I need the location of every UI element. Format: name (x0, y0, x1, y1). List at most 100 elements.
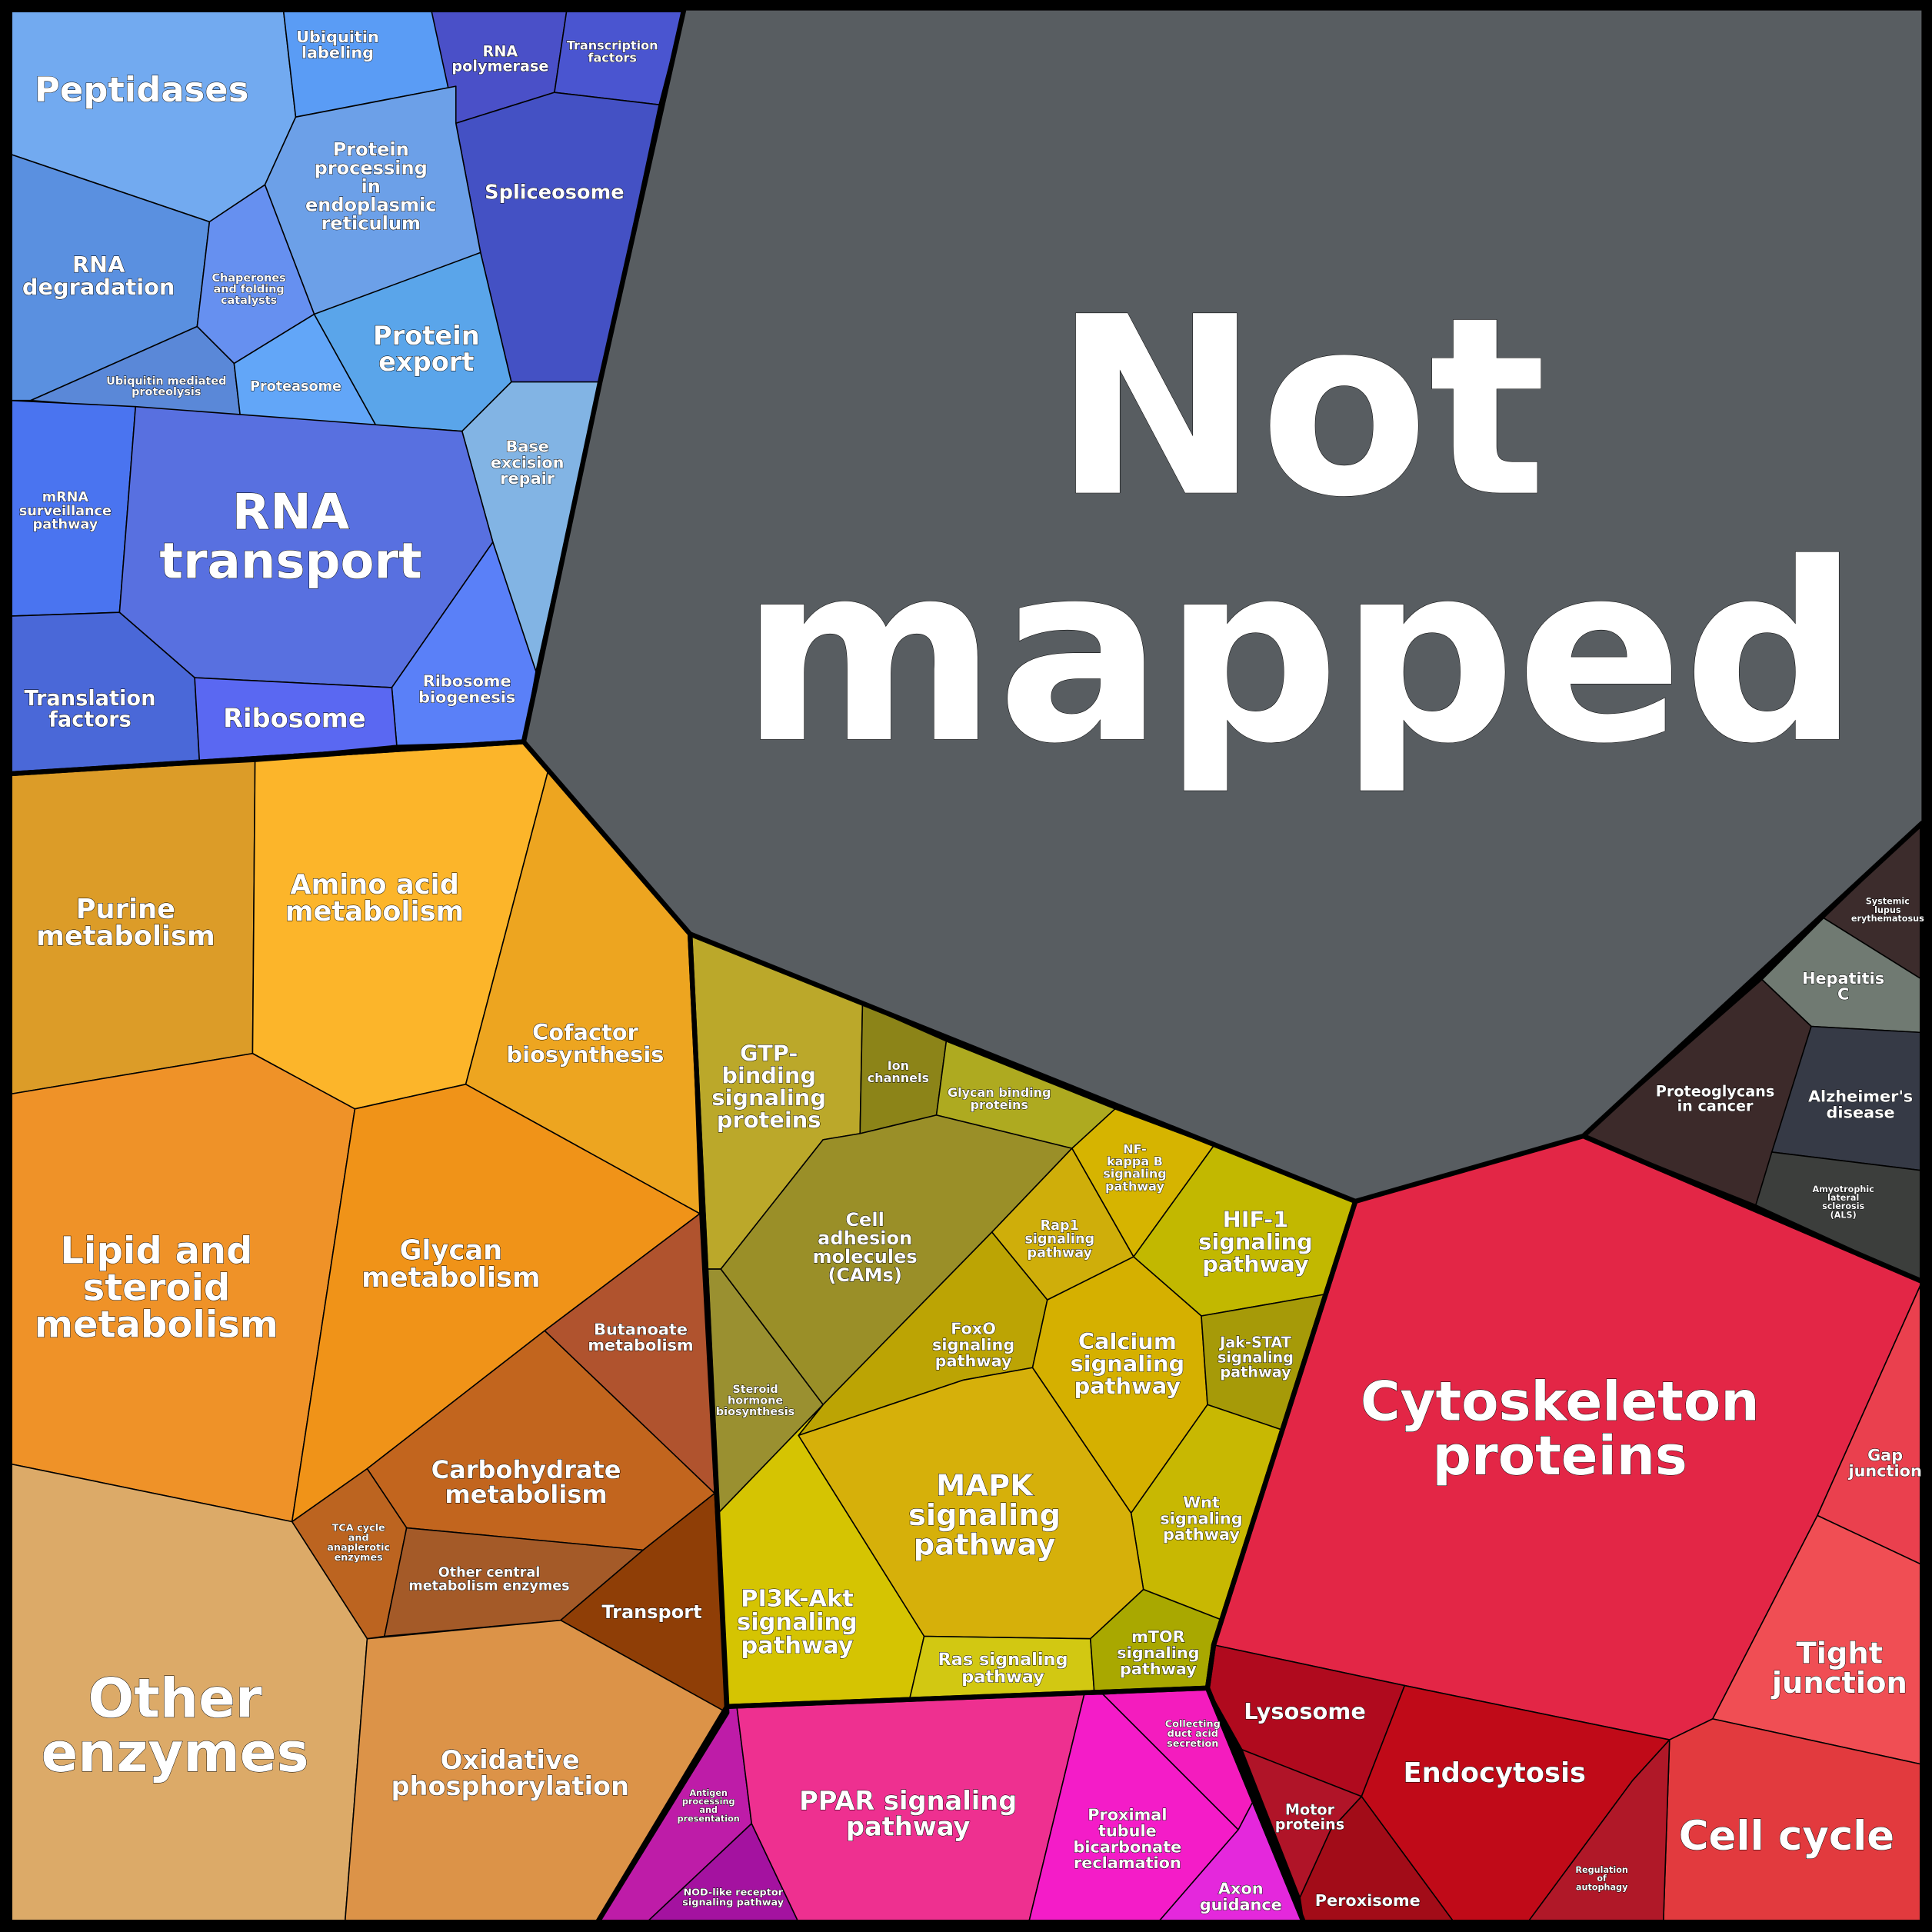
cell-label: TCA cycle and anaplerotic enzymes (327, 1522, 390, 1563)
label-line: steroid (83, 1266, 231, 1309)
label-line: Cell (845, 1209, 884, 1231)
cell-label: Wnt signaling pathway (1160, 1493, 1242, 1544)
cell-label: RNA degradation (22, 251, 175, 300)
label-line: Antigen (689, 1788, 727, 1798)
cell-label: Hepatitis C (1802, 969, 1884, 1004)
cell-label: Lysosome (1244, 1698, 1366, 1724)
label-line: degradation (22, 274, 175, 300)
label-line: C (1837, 985, 1849, 1004)
label-line: Cofactor (532, 1019, 639, 1045)
label-line: Glycan binding (948, 1085, 1051, 1100)
label-line: Translation (24, 687, 155, 711)
label-line: labeling (301, 44, 374, 62)
label-line: junction (1770, 1665, 1907, 1700)
cell-label: Butanoate metabolism (588, 1320, 693, 1354)
label-line: transport (159, 533, 421, 590)
label-line: pathway (935, 1351, 1012, 1370)
label-line: erythematosus (1851, 914, 1924, 924)
label-line: tubule (1098, 1821, 1157, 1840)
label-line: signaling (1198, 1228, 1313, 1254)
label-line: pathway (961, 1667, 1044, 1687)
label-line: anaplerotic (327, 1542, 390, 1554)
label-line: metabolism (445, 1480, 607, 1509)
cell-label: Amyotrophic lateral sclerosis (ALS) (1812, 1184, 1874, 1221)
label-line: GTP- (740, 1040, 798, 1066)
label-line: reticulum (321, 213, 421, 235)
label-line: Protein (333, 138, 409, 160)
label-line: Ribosome (223, 703, 366, 733)
label-line: NF- (1123, 1141, 1147, 1156)
label-line: guidance (1200, 1896, 1282, 1914)
label-line: HIF-1 (1223, 1207, 1289, 1233)
cell-label: Other enzymes (41, 1667, 308, 1784)
cell-label: HIF-1 signaling pathway (1198, 1207, 1313, 1277)
label-line: signaling (908, 1498, 1061, 1533)
cell-label: Tight junction (1770, 1636, 1907, 1700)
label-line: catalysts (221, 295, 277, 307)
label-line: channels (868, 1070, 929, 1084)
cell-label: Calcium signaling pathway (1071, 1328, 1185, 1399)
cell-label: Proteoglycans in cancer (1656, 1082, 1775, 1114)
label-line: Ribosome (423, 672, 511, 691)
cell-label: Steroid hormone biosynthesis (716, 1384, 794, 1418)
label-line: Protein (373, 321, 480, 351)
label-line: Butanoate (594, 1320, 688, 1338)
cell-label: Cell cycle (1679, 1813, 1894, 1860)
label-line: biogenesis (418, 688, 515, 707)
label-line: Peroxisome (1315, 1891, 1421, 1910)
label-line: export (378, 346, 474, 376)
label-line: enzymes (41, 1720, 308, 1784)
label-line: in cancer (1677, 1097, 1754, 1114)
label-line: excision (491, 453, 565, 471)
label-line: Ion (888, 1058, 909, 1072)
label-line: Base (505, 438, 548, 456)
label-line: Endocytosis (1404, 1757, 1587, 1789)
label-line: pathway (1074, 1373, 1181, 1399)
label-line: mapped (740, 511, 1859, 798)
label-line: pathway (1027, 1245, 1092, 1261)
label-line: mTOR (1131, 1627, 1185, 1646)
cell-label: Antigen processing and presentation (678, 1788, 740, 1824)
cell-label: RNA transport (159, 484, 421, 590)
cell-label: Glycan binding proteins (948, 1085, 1051, 1112)
label-line: signaling (1217, 1348, 1294, 1366)
label-line: metabolism (36, 921, 215, 952)
label-line: adhesion (818, 1227, 912, 1249)
label-line: proteins (1275, 1815, 1344, 1833)
label-line: Rap1 (1041, 1218, 1079, 1234)
cell-label: mTOR signaling pathway (1117, 1627, 1199, 1678)
label-line: Cytoskeleton (1361, 1370, 1760, 1433)
label-line: Proximal (1088, 1806, 1167, 1824)
label-line: proteins (971, 1098, 1028, 1112)
label-line: repair (500, 469, 555, 488)
cell-label: PI3K-Akt signaling pathway (737, 1585, 858, 1659)
label-line: Cell cycle (1679, 1813, 1894, 1860)
cell-label: Ribosome (223, 703, 366, 733)
label-line: biosynthesis (716, 1406, 794, 1418)
label-line: sclerosis (1822, 1201, 1864, 1211)
label-line: in (361, 176, 381, 198)
label-line: pathway (1163, 1525, 1240, 1544)
label-line: Purine (76, 894, 175, 925)
label-line: surveillance (19, 504, 112, 519)
cell-label: Alzheimer's disease (1808, 1088, 1913, 1122)
label-line: Amino acid (290, 869, 459, 901)
label-line: Proteoglycans (1656, 1082, 1775, 1100)
label-line: Steroid (732, 1384, 778, 1396)
cell-label: Transport (601, 1601, 701, 1623)
label-line: duct acid (1168, 1728, 1218, 1740)
label-line: metabolism (361, 1262, 541, 1294)
label-line: signaling pathway (682, 1897, 784, 1908)
cell-label: Transcription factors (567, 38, 658, 65)
label-line: Tight (1797, 1636, 1884, 1671)
label-line: signaling (932, 1335, 1014, 1354)
label-line: metabolism enzymes (408, 1579, 569, 1594)
label-line: Alzheimer's (1808, 1088, 1913, 1106)
label-line: factors (48, 708, 132, 731)
label-line: RNA (483, 42, 518, 60)
cell-label: mRNA surveillance pathway (19, 490, 112, 532)
cell-label: Collecting duct acid secretion (1165, 1718, 1221, 1750)
label-line: signaling (1103, 1166, 1167, 1181)
cell-label: Cytoskeleton proteins (1361, 1370, 1760, 1487)
